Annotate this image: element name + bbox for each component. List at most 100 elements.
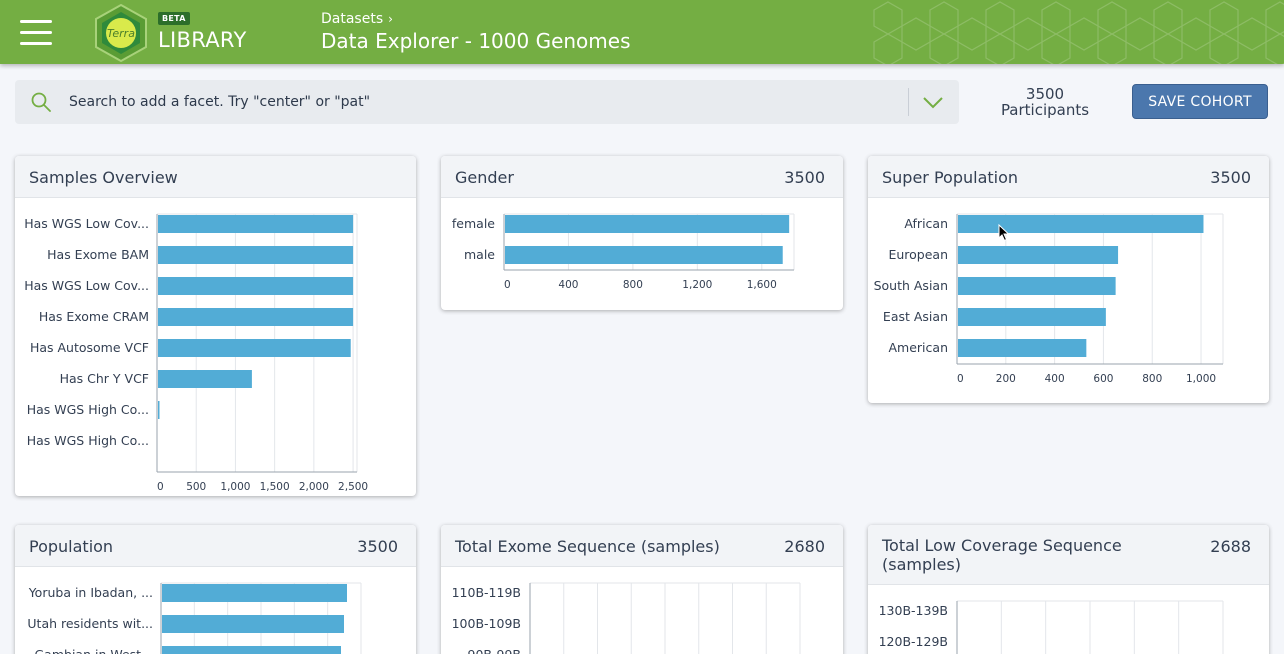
search-divider [908, 88, 909, 116]
category-label: 130B-139B [879, 603, 948, 618]
category-label: Has Exome CRAM [39, 309, 149, 324]
x-tick-label: 2,000 [299, 481, 329, 493]
card-header: Super Population 3500 [868, 156, 1269, 198]
participant-count: 3500 Participants [985, 86, 1105, 118]
bar [158, 401, 160, 419]
card-title: Gender [455, 168, 514, 187]
facet-card-population: Population 3500 Yoruba in Ibadan, ... Uta… [15, 525, 416, 654]
category-label: East Asian [883, 309, 948, 324]
x-tick-label: 500 [186, 481, 206, 493]
facet-card-exome-sequence: Total Exome Sequence (samples) 2680 110B… [441, 525, 843, 654]
category-label: Has Exome BAM [47, 247, 149, 262]
chevron-right-icon: › [388, 12, 393, 26]
card-header: Samples Overview [15, 156, 416, 198]
bar [158, 215, 354, 233]
card-title: Total Low Coverage Sequence (samples) [882, 536, 1122, 574]
bar [958, 339, 1087, 357]
category-label: Has WGS Low Cov... [24, 216, 149, 231]
card-header: Total Exome Sequence (samples) 2680 [441, 525, 843, 567]
category-label: Yoruba in Ibadan, ... [28, 585, 153, 600]
x-tick-label: 0 [157, 481, 164, 493]
card-count: 3500 [1210, 168, 1251, 187]
card-title: Total Exome Sequence (samples) [455, 537, 720, 556]
participant-count-value: 3500 [1025, 85, 1065, 103]
x-tick-label: 0 [957, 373, 964, 385]
bar [958, 215, 1204, 233]
mouse-cursor-icon [998, 224, 1010, 242]
bar [162, 646, 341, 654]
category-label: 100B-109B [452, 616, 521, 631]
app-name[interactable]: LIBRARY [158, 28, 247, 52]
bar [958, 246, 1119, 264]
x-tick-label: 800 [623, 279, 643, 291]
card-count: 3500 [357, 537, 398, 556]
category-label: South Asian [874, 278, 948, 293]
category-label: Has Chr Y VCF [60, 371, 149, 386]
terra-logo[interactable]: Terra [94, 4, 148, 62]
category-label: male [464, 247, 495, 262]
exome-sequence-chart: 110B-119B 100B-109B 90B-99B [452, 582, 801, 654]
card-count: 2688 [1210, 537, 1251, 556]
x-tick-label: 200 [996, 373, 1016, 385]
facet-card-super-population: Super Population 3500 0 200 400 600 800 1,000… [868, 156, 1269, 403]
bar [158, 370, 252, 388]
facet-search-input[interactable] [69, 80, 899, 124]
x-tick-label: 1,500 [260, 481, 290, 493]
category-label: Has Autosome VCF [30, 340, 149, 355]
bar [505, 246, 783, 264]
population-chart: Yoruba in Ibadan, ... Utah residents wit.… [27, 582, 362, 654]
logo-text: Terra [107, 27, 135, 40]
category-label: female [452, 216, 495, 231]
menu-icon[interactable] [20, 20, 52, 46]
page-title: Data Explorer - 1000 Genomes [321, 29, 631, 53]
x-tick-label: 0 [504, 279, 511, 291]
category-label: African [904, 216, 948, 231]
card-title: Population [29, 537, 114, 556]
gender-chart: 0 400 800 1,200 1,600 female male [452, 213, 795, 291]
bar [158, 308, 354, 326]
save-cohort-button[interactable]: SAVE COHORT [1132, 84, 1268, 119]
category-label: European [888, 247, 948, 262]
bar [158, 246, 354, 264]
facet-card-low-coverage-sequence: Total Low Coverage Sequence (samples) 26… [868, 525, 1269, 654]
category-label: Utah residents wit... [27, 616, 153, 631]
x-tick-label: 400 [558, 279, 578, 291]
hex-pattern [873, 1, 1284, 64]
bar [162, 615, 344, 633]
card-title: Super Population [882, 168, 1019, 187]
chevron-down-icon[interactable] [920, 92, 946, 112]
category-label: 110B-119B [452, 585, 521, 600]
participant-count-label: Participants [1000, 101, 1090, 119]
category-label: American [889, 340, 949, 355]
category-label: Gambian in West... [34, 647, 153, 654]
x-tick-label: 2,500 [338, 481, 368, 493]
search-icon [31, 92, 51, 112]
bar [958, 277, 1116, 295]
facet-search-bar [15, 80, 959, 124]
low-coverage-sequence-chart: 130B-139B 120B-129B [879, 600, 1224, 654]
bar [958, 308, 1106, 326]
card-count: 2680 [784, 537, 825, 556]
card-count: 3500 [784, 168, 825, 187]
beta-badge: BETA [158, 12, 190, 25]
category-label: 120B-129B [879, 634, 948, 649]
bar [158, 339, 351, 357]
x-tick-label: 400 [1045, 373, 1065, 385]
facet-card-samples-overview: Samples Overview 0 500 1,000 1,500 2,000 2,50… [15, 156, 416, 496]
x-tick-label: 1,000 [1186, 373, 1216, 385]
card-header: Gender 3500 [441, 156, 843, 198]
x-tick-label: 1,000 [220, 481, 250, 493]
category-label: Has WGS Low Cov... [24, 278, 149, 293]
category-label: Has WGS High Co... [27, 402, 149, 417]
super-population-chart: 0 200 400 600 800 1,000 African European South A… [874, 213, 1224, 385]
x-tick-label: 800 [1142, 373, 1162, 385]
facet-card-gender: Gender 3500 0 400 800 1,200 1,600 female male [441, 156, 843, 310]
card-header: Total Low Coverage Sequence (samples) 26… [868, 525, 1269, 585]
category-label: Has WGS High Co... [27, 433, 149, 448]
app-header: Terra BETA LIBRARY Datasets › Data Explo… [0, 0, 1284, 64]
category-label: 90B-99B [468, 647, 521, 654]
bar [162, 584, 347, 602]
breadcrumb[interactable]: Datasets › [321, 11, 393, 27]
bar [158, 277, 354, 295]
breadcrumb-datasets[interactable]: Datasets [321, 11, 384, 27]
